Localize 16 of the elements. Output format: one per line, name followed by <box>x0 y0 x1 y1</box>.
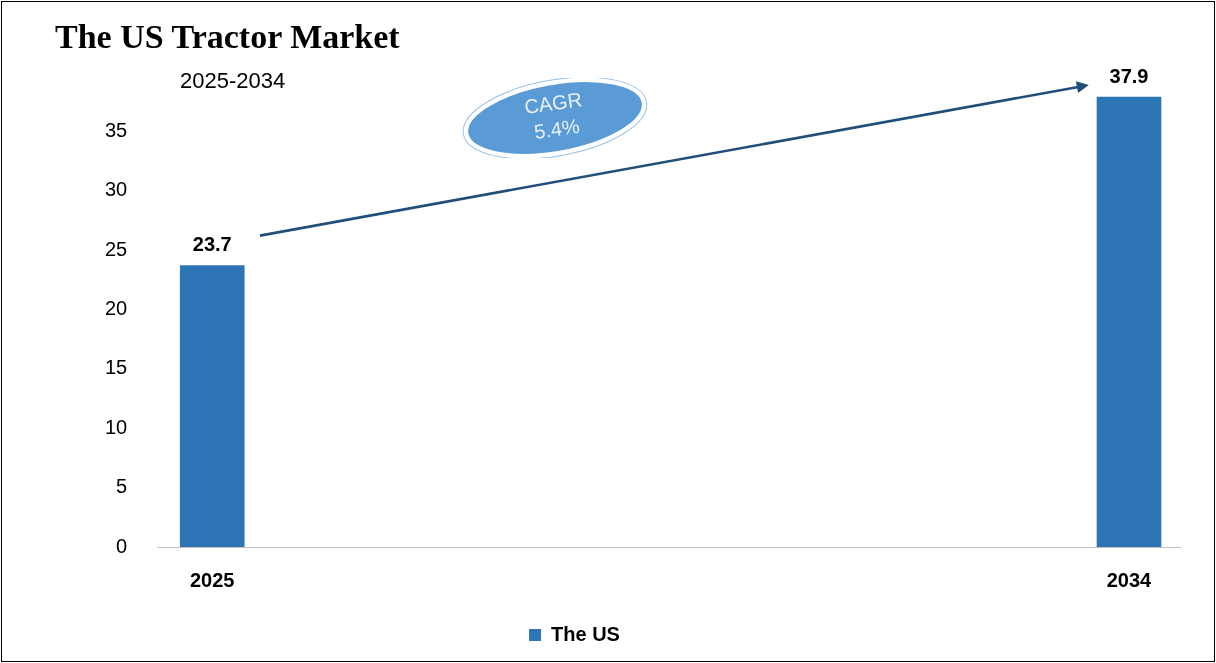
y-tick-label: 0 <box>116 534 128 557</box>
y-tick-label: 5 <box>116 475 128 498</box>
legend-label: The US <box>551 622 620 645</box>
chart-title: The US Tractor Market <box>55 18 400 56</box>
x-tick-label: 2025 <box>190 568 235 591</box>
y-tick-label: 15 <box>105 356 128 379</box>
y-tick-label: 20 <box>105 297 128 320</box>
x-tick-label: 2034 <box>1106 568 1153 591</box>
y-tick-label: 10 <box>105 415 128 438</box>
y-tick-label: 25 <box>105 237 128 260</box>
data-label: 37.9 <box>1109 64 1149 87</box>
annotation: CAGR 5.4% <box>522 87 585 145</box>
y-tick-label: 35 <box>105 118 128 141</box>
y-tick-label: 30 <box>105 178 128 201</box>
data-label: 23.7 <box>192 233 232 256</box>
chart-subtitle: 2025-2034 <box>180 68 286 94</box>
